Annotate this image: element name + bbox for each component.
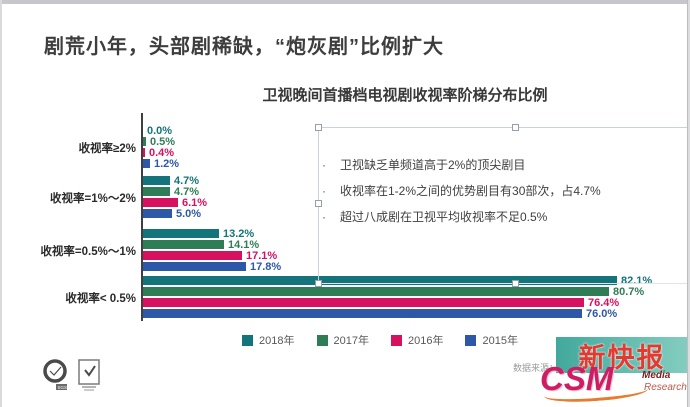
window-frame-top: [0, 0, 690, 4]
certification-seal-icon: SGS: [43, 359, 68, 390]
bar-value-label: 14.1%: [228, 239, 260, 251]
bar-2018年-收视率=0.5%～1%: [143, 229, 219, 238]
slide-title[interactable]: 剧荒小年，头部剧稀缺，“炮灰剧”比例扩大: [44, 36, 444, 58]
selection-handle-top-center[interactable]: [512, 124, 519, 131]
bar-value-label: 0.4%: [149, 147, 175, 159]
bar-2016年-收视率=0.5%～1%: [143, 251, 242, 260]
annotation-text-3: 超过八成剧在卫视平均收视率不足0.5%: [340, 210, 548, 224]
bar-2016年-收视率< 0.5%: [143, 298, 584, 307]
category-label: 收视率< 0.5%: [65, 293, 136, 305]
csm-research-text: Research: [644, 382, 687, 393]
bar-2015年-收视率=1%～2%: [143, 209, 172, 218]
bar-2017年-收视率< 0.5%: [143, 287, 609, 296]
bar-value-label: 0.0%: [147, 125, 173, 137]
data-source-caption: 数据来源：CSM: [513, 363, 578, 373]
selection-handle-top-left[interactable]: [315, 124, 322, 131]
bullet-dot-icon: ·: [322, 184, 326, 198]
bullet-dot-icon: ·: [322, 210, 326, 224]
legend-item-2016年: 2016年: [391, 332, 443, 348]
bar-value-label: 17.8%: [250, 261, 282, 273]
bar-value-label: 1.2%: [154, 158, 180, 170]
bar-2018年-收视率< 0.5%: [143, 276, 617, 285]
selection-handle-middle-left[interactable]: [315, 200, 322, 207]
legend-item-2017年: 2017年: [316, 332, 369, 348]
legend-label: 2018年: [259, 335, 295, 347]
category-label: 收视率=1%～2%: [50, 193, 136, 205]
bar-value-label: 13.2%: [223, 228, 255, 240]
bar-2015年-收视率=0.5%～1%: [143, 262, 246, 271]
legend-label: 2015年: [482, 335, 518, 347]
bar-2018年-收视率=1%～2%: [143, 176, 170, 185]
annotation-bullet-1: · 卫视缺乏单频道高于2%的顶尖剧目: [322, 158, 682, 172]
chart-title[interactable]: 卫视晚间首播档电视剧收视率阶梯分布比例: [262, 87, 548, 104]
svg-text:SGS: SGS: [58, 385, 68, 390]
annotation-textbox[interactable]: · 卫视缺乏单频道高于2%的顶尖剧目 · 收视率在1-2%之间的优势剧目有30部…: [322, 158, 682, 236]
annotation-bullet-3: · 超过八成剧在卫视平均收视率不足0.5%: [322, 210, 682, 224]
bar-value-label: 6.1%: [182, 197, 208, 209]
bullet-dot-icon: ·: [322, 158, 326, 172]
bar-2017年-收视率=0.5%～1%: [143, 240, 224, 249]
bar-value-label: 80.7%: [613, 286, 645, 298]
bar-value-label: 4.7%: [174, 186, 200, 198]
bar-value-label: 0.5%: [150, 136, 176, 148]
window-frame-left: [0, 0, 2, 407]
legend-label: 2016年: [408, 335, 444, 347]
category-label: 收视率=0.5%～1%: [40, 246, 136, 258]
category-label: 收视率≥2%: [78, 143, 136, 155]
legend-item-2018年: 2018年: [242, 332, 295, 348]
bar-2015年-收视率≥2%: [143, 159, 150, 168]
legend-swatch-icon: [316, 334, 328, 346]
xinkuaibao-logo: 新快报: [556, 337, 688, 373]
legend-swatch-icon: [242, 334, 254, 346]
annotation-bullet-2: · 收视率在1-2%之间的优势剧目有30部次，占4.7%: [322, 184, 682, 198]
csm-logo-text: CSM: [540, 360, 614, 397]
legend-item-2015年: 2015年: [465, 332, 518, 348]
bar-2015年-收视率< 0.5%: [143, 309, 582, 318]
certification-check-icon: [78, 359, 100, 391]
legend-swatch-icon: [391, 334, 402, 346]
bar-value-label: 5.0%: [176, 208, 202, 220]
selection-handle-bottom-left[interactable]: [315, 280, 322, 287]
bar-value-label: 82.1%: [621, 275, 653, 287]
legend-label: 2017年: [333, 335, 369, 347]
legend-swatch-icon: [465, 334, 477, 346]
bar-value-label: 17.1%: [246, 250, 278, 262]
window-frame-right: [687, 0, 690, 407]
bar-value-label: 76.4%: [588, 297, 620, 309]
annotation-text-2: 收视率在1-2%之间的优势剧目有30部次，占4.7%: [340, 184, 601, 198]
bar-2017年-收视率=1%～2%: [143, 187, 170, 196]
chart-legend: 2018年 2017年 2016年 2015年: [150, 332, 610, 348]
bar-value-label: 4.7%: [174, 175, 200, 187]
selection-handle-bottom-center[interactable]: [512, 280, 519, 287]
annotation-text-1: 卫视缺乏单频道高于2%的顶尖剧目: [340, 158, 526, 172]
certification-marks: SGS: [42, 358, 101, 394]
chart-y-axis: [141, 113, 143, 321]
bar-2016年-收视率≥2%: [143, 148, 145, 157]
csm-media-text: Media: [642, 370, 671, 381]
bar-2016年-收视率=1%～2%: [143, 198, 178, 207]
bar-2017年-收视率≥2%: [143, 137, 146, 146]
bar-value-label: 76.0%: [586, 308, 618, 320]
textbox-selection-outline[interactable]: [315, 124, 690, 287]
